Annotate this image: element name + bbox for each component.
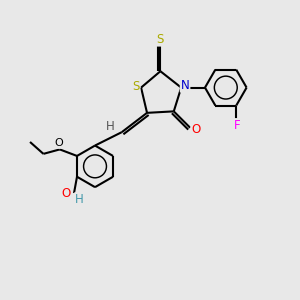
- Text: H: H: [75, 193, 84, 206]
- Text: O: O: [191, 123, 201, 136]
- Text: F: F: [234, 119, 241, 132]
- Text: N: N: [181, 79, 189, 92]
- Text: S: S: [132, 80, 140, 93]
- Text: O: O: [54, 138, 63, 148]
- Text: O: O: [61, 187, 70, 200]
- Text: S: S: [157, 33, 164, 46]
- Text: H: H: [106, 120, 115, 133]
